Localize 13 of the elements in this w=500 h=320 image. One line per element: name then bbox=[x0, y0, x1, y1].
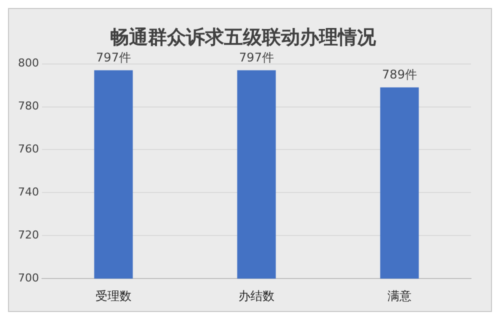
data-label: 789件 bbox=[382, 68, 417, 82]
y-tick-label: 720 bbox=[18, 228, 39, 242]
y-tick-label: 760 bbox=[18, 142, 39, 156]
data-label: 797件 bbox=[239, 50, 274, 64]
chart-title: 畅通群众诉求五级联动办理情况 bbox=[110, 26, 377, 48]
data-label: 797件 bbox=[96, 50, 131, 64]
y-tick-label: 800 bbox=[18, 56, 39, 70]
x-tick-label: 满意 bbox=[388, 288, 412, 303]
y-tick-label: 780 bbox=[18, 100, 39, 113]
x-tick-label: 受理数 bbox=[95, 288, 132, 303]
x-tick-label: 办结数 bbox=[238, 288, 274, 303]
y-tick-label: 740 bbox=[18, 186, 39, 199]
y-tick-label: 700 bbox=[18, 271, 39, 284]
